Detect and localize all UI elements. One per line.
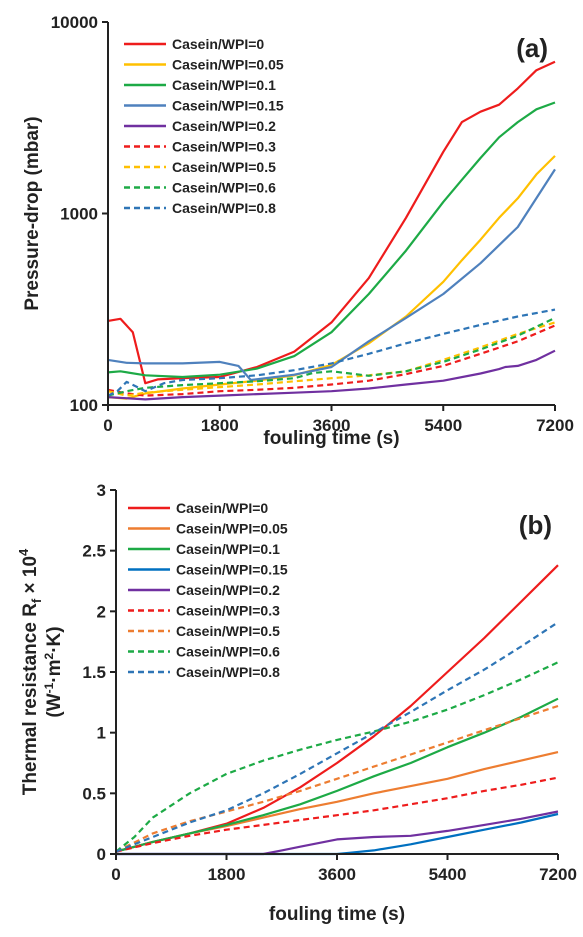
legend-label: Casein/WPI=0 bbox=[176, 500, 268, 516]
x-tick-label: 3600 bbox=[318, 865, 356, 884]
legend-label: Casein/WPI=0.15 bbox=[172, 98, 284, 114]
legend-label: Casein/WPI=0.6 bbox=[176, 644, 280, 660]
legend-label: Casein/WPI=0.1 bbox=[176, 541, 280, 557]
x-tick-label: 5400 bbox=[424, 416, 462, 435]
legend-label: Casein/WPI=0.1 bbox=[172, 77, 276, 93]
legend-label: Casein/WPI=0.05 bbox=[176, 521, 288, 537]
x-tick-label: 1800 bbox=[201, 416, 239, 435]
y-axis-units-part: ·K) bbox=[44, 626, 65, 652]
series-line-9 bbox=[107, 308, 556, 397]
series-line-6 bbox=[115, 776, 559, 853]
legend-label: Casein/WPI=0.15 bbox=[176, 562, 288, 578]
y-axis-label-main: Thermal resistance R bbox=[20, 603, 41, 795]
panel-label: (b) bbox=[519, 510, 552, 540]
series-line-4 bbox=[107, 168, 556, 382]
series-line-7 bbox=[115, 704, 559, 853]
y-tick-label: 0 bbox=[97, 845, 106, 864]
y-tick-label: 3 bbox=[97, 481, 106, 500]
legend-label: Casein/WPI=0.5 bbox=[176, 623, 280, 639]
y-tick-label: 2 bbox=[97, 602, 106, 621]
legend-label: Casein/WPI=0.05 bbox=[172, 57, 284, 73]
y-tick-label: 2.5 bbox=[82, 542, 106, 561]
x-tick-label: 0 bbox=[111, 865, 120, 884]
chart-panel-a: 0 1800 3600 5400 7200 100 1000 10000 fouling tim… bbox=[22, 13, 574, 449]
y-axis-label: Pressure-drop (mbar) bbox=[22, 116, 43, 310]
legend-label: Casein/WPI=0.2 bbox=[172, 118, 276, 134]
legend-label: Casein/WPI=0.8 bbox=[172, 200, 276, 216]
legend-label: Casein/WPI=0.8 bbox=[176, 664, 280, 680]
y-tick-label: 10000 bbox=[51, 13, 98, 32]
series-line-8 bbox=[115, 661, 559, 853]
series-line-7 bbox=[107, 321, 556, 397]
legend-label: Casein/WPI=0.3 bbox=[176, 603, 280, 619]
x-tick-label: 0 bbox=[103, 416, 112, 435]
legend-label: Casein/WPI=0.3 bbox=[172, 139, 276, 155]
series-line-5 bbox=[107, 349, 556, 401]
x-axis-label: fouling time (s) bbox=[269, 904, 405, 925]
y-axis-units: (W-1·m2·K) bbox=[42, 626, 65, 717]
x-axis-label: fouling time (s) bbox=[263, 428, 399, 449]
y-tick-label: 1.5 bbox=[82, 663, 106, 682]
series-line-2 bbox=[115, 751, 559, 853]
y-axis-label: Thermal resistance Rf × 104 bbox=[16, 548, 44, 795]
series-line-3 bbox=[107, 101, 556, 379]
chart-panel-b: 0 1800 3600 5400 7200 0 0.5 1 1.5 2 2.5 3 fouling ti… bbox=[16, 481, 577, 925]
y-tick-label: 1 bbox=[97, 724, 106, 743]
series-line-5 bbox=[116, 810, 559, 856]
series-line-6 bbox=[107, 324, 556, 397]
y-tick-label: 1000 bbox=[60, 205, 98, 224]
y-tick-label: 100 bbox=[70, 396, 98, 415]
y-axis-units-part: 2 bbox=[42, 652, 56, 659]
y-axis-label-sup: 4 bbox=[16, 548, 31, 556]
x-tick-label: 5400 bbox=[429, 865, 467, 884]
y-axis-label-mult: × 10 bbox=[20, 556, 41, 599]
series-line-9 bbox=[115, 621, 559, 853]
y-tick-label: 0.5 bbox=[82, 784, 106, 803]
x-tick-label: 7200 bbox=[536, 416, 574, 435]
y-axis-label-sub: f bbox=[29, 598, 44, 603]
legend-label: Casein/WPI=0.2 bbox=[176, 582, 280, 598]
x-tick-label: 1800 bbox=[208, 865, 246, 884]
legend-label: Casein/WPI=0.6 bbox=[172, 180, 276, 196]
x-tick-label: 7200 bbox=[539, 865, 577, 884]
legend-label: Casein/WPI=0.5 bbox=[172, 159, 276, 175]
series-line-3 bbox=[115, 697, 559, 853]
y-axis-units-part: -1 bbox=[42, 682, 56, 693]
series-line-1 bbox=[107, 60, 556, 385]
y-axis-units-part: ·m bbox=[44, 659, 65, 682]
panel-label: (a) bbox=[516, 33, 548, 63]
legend-label: Casein/WPI=0 bbox=[172, 36, 264, 52]
x-tick-label: 3600 bbox=[313, 416, 351, 435]
y-axis-units-part: (W bbox=[44, 693, 65, 717]
